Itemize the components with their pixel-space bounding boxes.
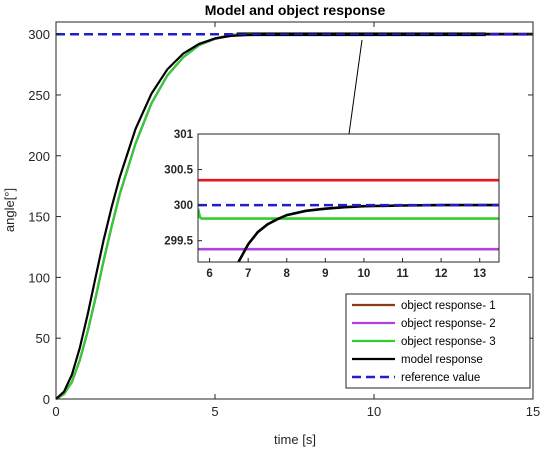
inset-x-tick-label: 10 [358, 268, 371, 280]
legend-label-object-response-3: object response- 3 [401, 336, 496, 348]
y-tick-label: 0 [43, 392, 50, 407]
y-axis-label: angle[°] [2, 188, 17, 232]
inset-x-tick-label: 6 [206, 268, 212, 280]
legend-label-reference-value: reference value [401, 372, 480, 384]
inset-plot-frame [197, 133, 500, 263]
inset-ticks-group: 6 7 8 9 10 11 12 13 299.5 300 300.5 301 [164, 129, 486, 280]
zoom-connector-line [348, 39, 363, 135]
x-tick-label: 5 [211, 404, 218, 419]
zoom-region-box [236, 32, 486, 37]
legend-label-model-response: model response [401, 354, 483, 366]
inset-series-line-object-response-3 [198, 208, 499, 220]
inset-x-tick-label: 11 [396, 268, 409, 280]
y-tick-label: 150 [28, 210, 50, 225]
inset-x-tick-label: 12 [435, 268, 448, 280]
y-tick-label: 50 [36, 331, 50, 346]
inset-y-tick-label: 300.5 [164, 165, 193, 177]
inset-y-tick-label: 301 [174, 129, 194, 141]
legend-label-object-response-1: object response- 1 [401, 300, 496, 312]
x-tick-label: 15 [526, 404, 540, 419]
legend-label-object-response-2: object response- 2 [401, 318, 496, 330]
inset-series-group [198, 178, 499, 262]
inset-y-tick-label: 299.5 [164, 236, 193, 248]
x-tick-label: 10 [367, 404, 381, 419]
inset-x-tick-label: 7 [245, 268, 251, 280]
x-tick-label: 0 [52, 404, 59, 419]
inset-y-tick-label: 300 [174, 200, 193, 212]
legend-items: object response- 1 object response- 2 obje… [352, 300, 496, 384]
x-axis-label: time [s] [274, 432, 316, 447]
chart-title: Model and object response [205, 2, 386, 18]
inset-plot-area: 6 7 8 9 10 11 12 13 299.5 300 300.5 301 [164, 129, 500, 280]
y-tick-label: 200 [28, 149, 50, 164]
inset-x-tick-label: 13 [473, 268, 486, 280]
inset-x-tick-label: 8 [284, 268, 291, 280]
main-series-group [55, 32, 533, 400]
y-tick-label: 300 [28, 27, 50, 42]
inset-plot-background [198, 134, 499, 262]
legend: object response- 1 object response- 2 obje… [345, 293, 531, 389]
inset-series-line-model-response [237, 203, 499, 262]
y-tick-label: 100 [28, 270, 50, 285]
main-plot-frame [55, 21, 534, 400]
y-tick-label: 250 [28, 88, 50, 103]
inset-x-tick-label: 9 [322, 268, 328, 280]
